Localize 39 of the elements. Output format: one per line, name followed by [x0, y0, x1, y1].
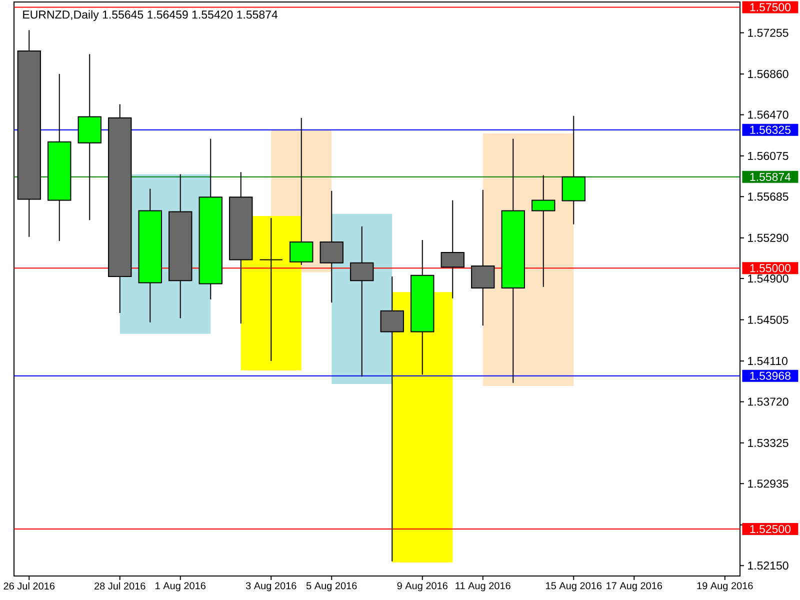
- x-tick-label: 15 Aug 2016: [546, 582, 602, 592]
- y-tick-label: 1.54110: [748, 356, 788, 366]
- candlestick: [471, 189, 495, 326]
- candlestick: [350, 226, 374, 378]
- candlestick: [440, 200, 464, 299]
- ref-line-label: 1.57500: [750, 3, 791, 12]
- y-tick-label: 1.54900: [748, 274, 788, 283]
- x-tick-label: 3 Aug 2016: [246, 582, 296, 592]
- candlestick: [320, 190, 344, 304]
- x-tick-label: 26 Jul 2016: [4, 582, 55, 590]
- candlestick: [259, 218, 283, 362]
- x-tick-label: 28 Jul 2016: [94, 582, 146, 590]
- candlestick: [290, 117, 314, 266]
- x-tick-label: 5 Aug 2016: [306, 582, 357, 592]
- candlestick: [532, 174, 556, 288]
- y-tick-label: 1.56075: [748, 152, 788, 160]
- ref-line-label: 1.55874: [750, 172, 791, 181]
- ref-line-label: 1.56325: [750, 126, 790, 134]
- y-tick-label: 1.53720: [748, 398, 788, 406]
- candlestick: [380, 276, 404, 562]
- y-tick-label: 1.54505: [748, 316, 788, 324]
- y-tick-label: 1.53325: [748, 438, 788, 448]
- x-tick-label: 1 Aug 2016: [156, 582, 206, 592]
- y-tick-label: 1.55685: [748, 192, 788, 201]
- candlestick: [562, 115, 586, 225]
- y-tick-label: 1.56860: [748, 70, 788, 78]
- ref-line-label: 1.53968: [750, 372, 790, 380]
- y-tick-label: 1.52935: [748, 480, 788, 488]
- text: EURNZD,Daily 1.55645 1.56459 1.55420 1.55874: [23, 10, 278, 21]
- x-tick-label: 17 Aug 2016: [606, 582, 662, 592]
- y-tick-label: 1.56470: [748, 110, 788, 119]
- y-tick-label: 1.55290: [748, 234, 788, 242]
- ref-line-label: 1.52500: [750, 524, 791, 534]
- ref-line-label: 1.55000: [750, 264, 791, 272]
- y-tick-label: 1.52150: [748, 561, 788, 570]
- x-tick-label: 19 Aug 2016: [697, 582, 753, 592]
- x-tick-label: 9 Aug 2016: [397, 582, 448, 592]
- x-tick-label: 11 Aug 2016: [456, 582, 510, 592]
- y-tick-label: 1.57255: [748, 28, 788, 37]
